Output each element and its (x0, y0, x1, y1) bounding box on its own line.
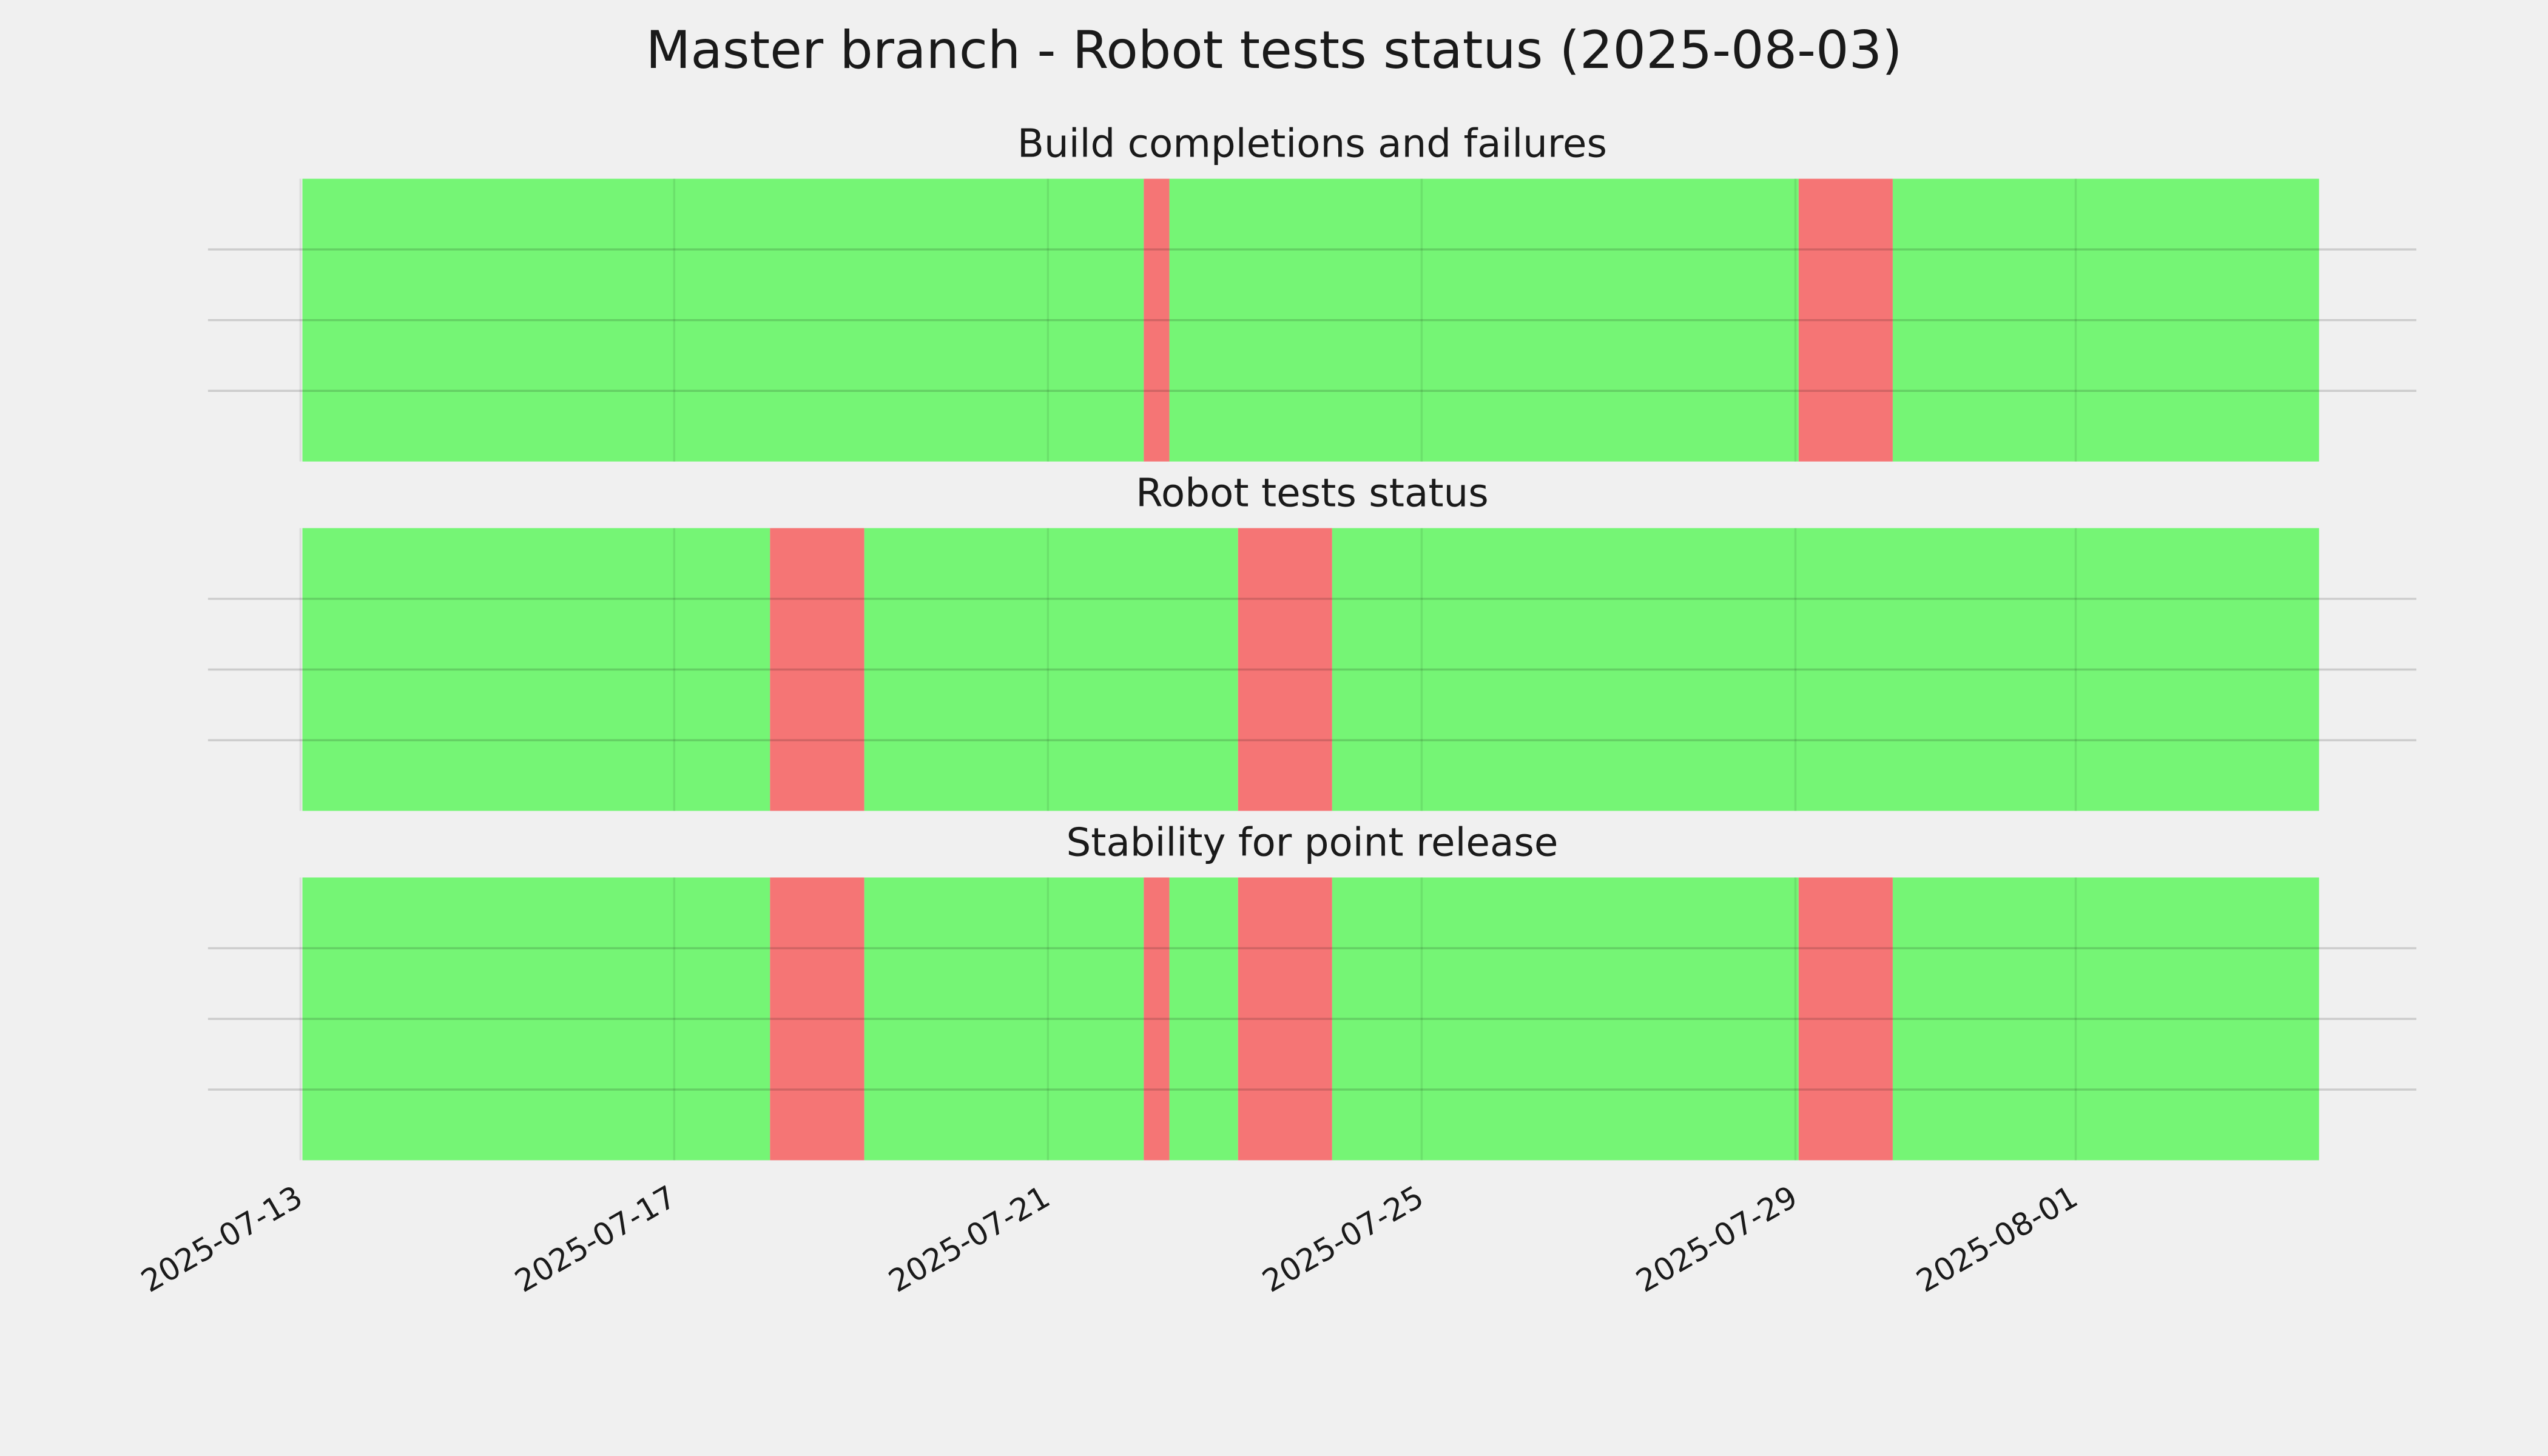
status-segment (864, 877, 1144, 1161)
status-segment (302, 178, 1144, 462)
chart-title: Master branch - Robot tests status (2025… (645, 20, 1902, 81)
panel-title: Build completions and failures (1017, 121, 1607, 167)
status-segment (770, 528, 864, 811)
panel-title: Robot tests status (1136, 471, 1489, 516)
status-segment (1332, 877, 1799, 1161)
status-segment (1798, 178, 1893, 462)
status-segment (1169, 178, 1799, 462)
status-segment (302, 528, 770, 811)
status-segment (1169, 877, 1238, 1161)
status-segment (302, 877, 770, 1161)
status-segment (1144, 877, 1170, 1161)
status-segment (1238, 877, 1332, 1161)
status-segment (864, 528, 1238, 811)
panel-title: Stability for point release (1067, 820, 1559, 865)
status-segment (1332, 528, 2319, 811)
status-segment (1144, 178, 1170, 462)
status-segment (1892, 178, 2319, 462)
status-segment (1798, 877, 1893, 1161)
status-segment (770, 877, 864, 1161)
status-segment (1238, 528, 1332, 811)
status-segment (1892, 877, 2319, 1161)
